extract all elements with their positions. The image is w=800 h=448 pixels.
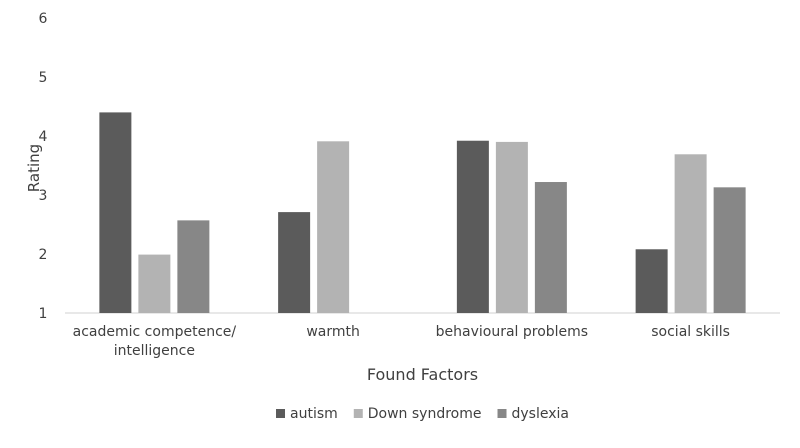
y-tick-label: 6 (39, 11, 48, 27)
x-tick-label: behavioural problems (436, 324, 588, 340)
y-tick-label: 5 (39, 70, 48, 86)
bar-autism-2 (456, 140, 489, 313)
legend: autism Down syndrome dyslexia (276, 406, 569, 422)
y-tick-label: 3 (39, 188, 48, 204)
bar-down-syndrome-2 (495, 141, 528, 313)
bar-autism-3 (635, 249, 668, 313)
bar-autism-1 (278, 212, 311, 313)
y-axis-ticks: 1 2 3 4 5 6 (39, 11, 48, 322)
bar-down-syndrome-0 (138, 254, 171, 313)
bar-dyslexia-0 (177, 220, 210, 313)
bars (99, 112, 746, 314)
bar-down-syndrome-1 (317, 141, 350, 313)
legend-label-dyslexia: dyslexia (512, 406, 569, 422)
y-tick-label: 4 (39, 129, 48, 145)
legend-label-down-syndrome: Down syndrome (368, 406, 482, 422)
legend-swatch-autism (276, 409, 286, 418)
x-tick-label: academic competence/intelligence (73, 324, 237, 359)
y-axis-label: Rating (25, 144, 43, 192)
x-axis-label: Found Factors (367, 365, 478, 384)
bar-down-syndrome-3 (674, 154, 707, 313)
y-tick-label: 1 (39, 306, 48, 322)
bar-dyslexia-3 (713, 187, 746, 313)
x-tick-label: social skills (651, 324, 730, 340)
legend-label-autism: autism (290, 406, 338, 422)
bar-dyslexia-2 (534, 182, 567, 313)
legend-swatch-down-syndrome (353, 409, 363, 418)
bar-autism-0 (99, 112, 132, 314)
x-tick-label: warmth (306, 324, 360, 340)
y-tick-label: 2 (39, 247, 48, 263)
legend-swatch-dyslexia (497, 409, 507, 418)
x-axis-ticks: academic competence/intelligence warmth be… (73, 324, 730, 359)
